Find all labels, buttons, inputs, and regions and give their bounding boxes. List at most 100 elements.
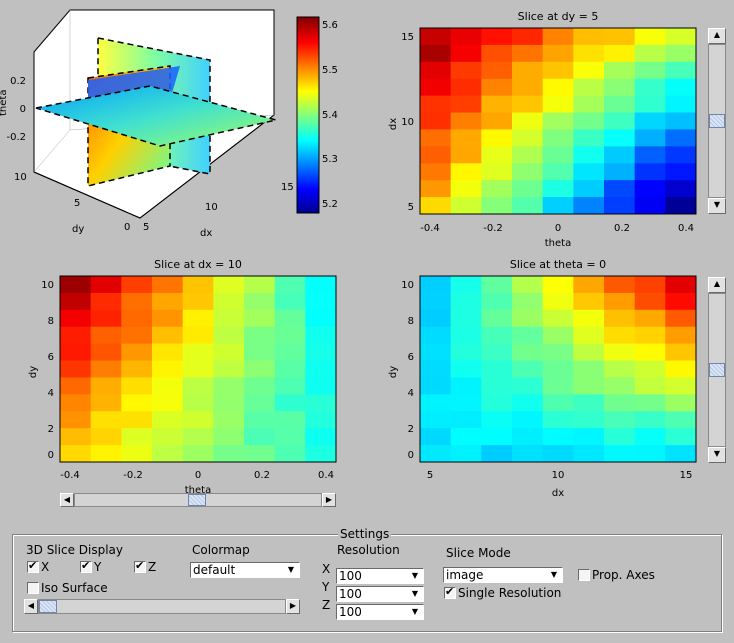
heatmap-cell — [274, 292, 306, 311]
svg-text:0.4: 0.4 — [678, 223, 694, 234]
slider-thumb[interactable] — [188, 494, 206, 506]
heatmap-cell — [573, 411, 605, 429]
heatmap-cell — [152, 377, 184, 395]
slider-left-button[interactable]: ◀ — [24, 599, 38, 614]
heatmap-cell — [665, 146, 697, 164]
svg-text:10: 10 — [401, 117, 414, 128]
heatmap-cell — [665, 326, 697, 345]
colormap-select[interactable]: default ▼ — [190, 562, 300, 578]
slice-dy-axes[interactable]: Slice at dy = 5 15 10 5 -0.4 -0.2 0 0.2 … — [380, 0, 700, 256]
heatmap-cell — [244, 343, 276, 362]
svg-text:4: 4 — [408, 388, 414, 399]
theta-slider[interactable]: ◀ ▶ — [60, 493, 336, 507]
heatmap-cell — [634, 112, 666, 130]
heatmap-cell — [90, 377, 122, 395]
slider-track[interactable] — [38, 599, 286, 614]
dx-slider[interactable]: ▲ ▼ — [708, 277, 726, 463]
slice-dx-axes[interactable]: Slice at dx = 10 10 8 6 4 2 0 -0.4 -0.2 … — [20, 256, 340, 496]
iso-slider[interactable]: ◀ ▶ — [24, 599, 300, 614]
x-axis-label: dx — [552, 488, 564, 499]
y-ticks: 10 5 0 — [14, 172, 130, 233]
iso-surface-checkbox[interactable] — [27, 582, 39, 594]
slider-thumb[interactable] — [39, 600, 57, 613]
svg-text:-0.4: -0.4 — [420, 223, 440, 234]
heatmap-cell — [665, 129, 697, 147]
slider-thumb[interactable] — [709, 363, 725, 377]
slider-up-button[interactable]: ▲ — [708, 277, 726, 293]
heatmap-cell — [481, 95, 513, 114]
heatmap-cell — [512, 112, 544, 130]
heatmap-cell — [121, 360, 153, 378]
heatmap-cell — [420, 326, 452, 345]
chevron-down-icon: ▼ — [287, 565, 295, 574]
heatmap-cell — [121, 343, 153, 362]
heatmap-cell — [481, 146, 513, 164]
slider-right-button[interactable]: ▶ — [286, 599, 300, 614]
heatmap-cell — [542, 445, 574, 463]
heatmap-cell — [213, 326, 245, 345]
heatmap-cell — [542, 343, 574, 362]
heatmap-cell — [213, 394, 245, 412]
heatmap-cell — [604, 411, 636, 429]
slider-up-button[interactable]: ▲ — [708, 28, 726, 44]
heatmap-cell — [420, 394, 452, 412]
heatmap-cell — [542, 276, 574, 294]
heatmap-cell — [244, 377, 276, 395]
heatmap-cell — [542, 28, 574, 46]
svg-text:15: 15 — [680, 470, 693, 481]
slice-mode-select[interactable]: image ▼ — [443, 567, 563, 583]
heatmap-cell — [512, 180, 544, 198]
heatmap-cell — [512, 129, 544, 147]
slider-left-button[interactable]: ◀ — [60, 493, 74, 507]
res-z-select[interactable]: 100 ▼ — [336, 604, 424, 620]
z-checkbox[interactable] — [134, 559, 146, 573]
res-x-select[interactable]: 100 ▼ — [336, 568, 424, 584]
heatmap-cell — [573, 61, 605, 80]
prop-axes-checkbox[interactable] — [578, 569, 590, 581]
heatmap-cell — [152, 309, 184, 328]
slider-down-button[interactable]: ▼ — [708, 447, 726, 463]
heatmap-cell — [152, 343, 184, 362]
x-axis-label: dx — [200, 228, 212, 239]
heatmap-cell — [604, 78, 636, 97]
heatmap-cell — [121, 445, 153, 463]
slice-3d-axes[interactable]: 0.2 0 -0.2 theta 10 5 0 dy 5 10 15 dx — [0, 0, 300, 250]
heatmap-cell — [665, 95, 697, 114]
res-y-select[interactable]: 100 ▼ — [336, 586, 424, 602]
heatmap-cell — [274, 411, 306, 429]
svg-text:2: 2 — [48, 424, 54, 435]
x-checkbox[interactable] — [27, 559, 39, 573]
x-ticks: -0.4 -0.2 0 0.2 0.4 — [420, 223, 694, 234]
svg-text:0.4: 0.4 — [318, 470, 334, 481]
heatmap-cell — [481, 129, 513, 147]
slider-right-button[interactable]: ▶ — [322, 493, 336, 507]
heatmap-cell — [244, 428, 276, 446]
heatmap-cell — [634, 180, 666, 198]
slice-theta-axes[interactable]: Slice at theta = 0 10 8 6 4 2 0 5 10 15 … — [380, 256, 700, 500]
heatmap-cell — [604, 343, 636, 362]
dy-slider[interactable]: ▲ ▼ — [708, 28, 726, 214]
heatmap-cell — [542, 360, 574, 378]
slider-down-button[interactable]: ▼ — [708, 198, 726, 214]
svg-text:-0.2: -0.2 — [123, 470, 143, 481]
slider-thumb[interactable] — [709, 114, 725, 128]
heatmap-cell — [481, 360, 513, 378]
heatmap-cell — [481, 411, 513, 429]
heatmap-cell — [60, 326, 92, 345]
heatmap-cell — [573, 129, 605, 147]
heatmap-cell — [542, 326, 574, 345]
heatmap-cell — [573, 360, 605, 378]
single-resolution-checkbox[interactable] — [444, 585, 456, 599]
heatmap-cell — [420, 343, 452, 362]
y-checkbox[interactable] — [80, 559, 92, 573]
heatmap-cell — [152, 276, 184, 294]
heatmap-cell — [182, 309, 214, 328]
heatmap-cell — [420, 428, 452, 446]
slice-display-label: 3D Slice Display — [26, 543, 124, 557]
heatmap-cell — [244, 445, 276, 463]
heatmap-cell — [512, 276, 544, 294]
chevron-down-icon: ▼ — [411, 589, 419, 598]
res-z-label: Z — [322, 598, 331, 612]
y-ticks: 10 8 6 4 2 0 — [41, 280, 54, 461]
heatmap-cell — [213, 292, 245, 311]
